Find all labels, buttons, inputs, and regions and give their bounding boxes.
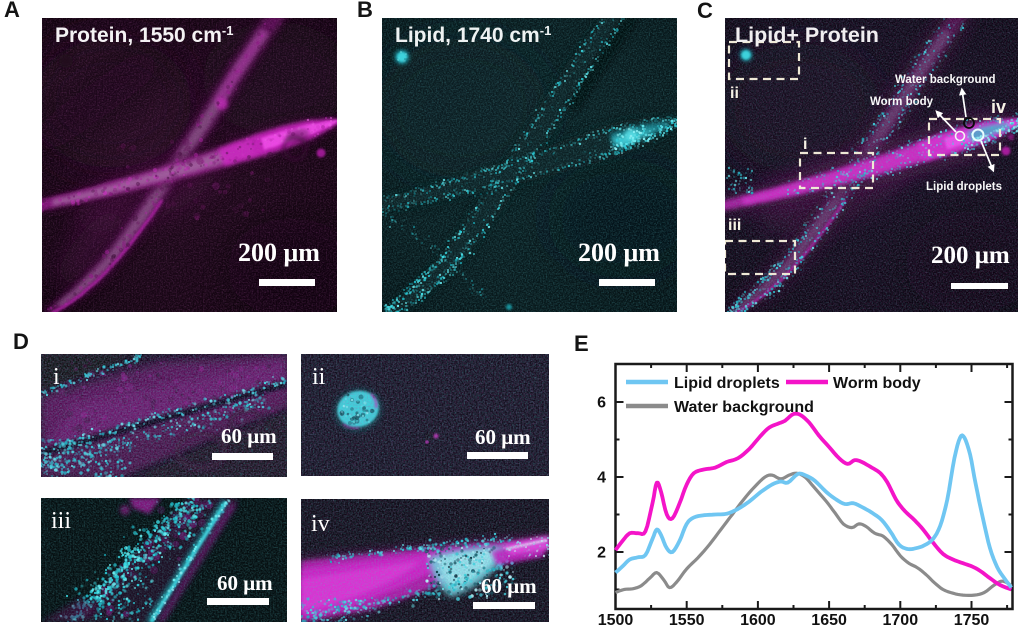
svg-text:ii: ii	[312, 364, 326, 390]
svg-text:200 μm: 200 μm	[238, 238, 320, 267]
svg-text:200 μm: 200 μm	[578, 238, 660, 267]
svg-text:Lipid+ Protein: Lipid+ Protein	[735, 23, 879, 47]
svg-text:60 μm: 60 μm	[221, 424, 277, 448]
svg-text:iii: iii	[728, 217, 741, 234]
svg-text:Lipid droplets: Lipid droplets	[926, 181, 1002, 193]
svg-text:i: i	[53, 364, 60, 390]
svg-text:60 μm: 60 μm	[475, 425, 531, 449]
svg-text:Protein, 1550 cm-1: Protein, 1550 cm-1	[55, 23, 233, 47]
svg-text:Lipid, 1740 cm-1: Lipid, 1740 cm-1	[395, 23, 551, 47]
svg-text:Worm body: Worm body	[870, 96, 934, 108]
svg-text:ii: ii	[730, 85, 739, 102]
svg-text:200 μm: 200 μm	[931, 242, 1010, 269]
svg-text:Water background: Water background	[895, 74, 996, 86]
svg-text:i: i	[803, 136, 807, 153]
svg-text:iv: iv	[991, 97, 1006, 117]
